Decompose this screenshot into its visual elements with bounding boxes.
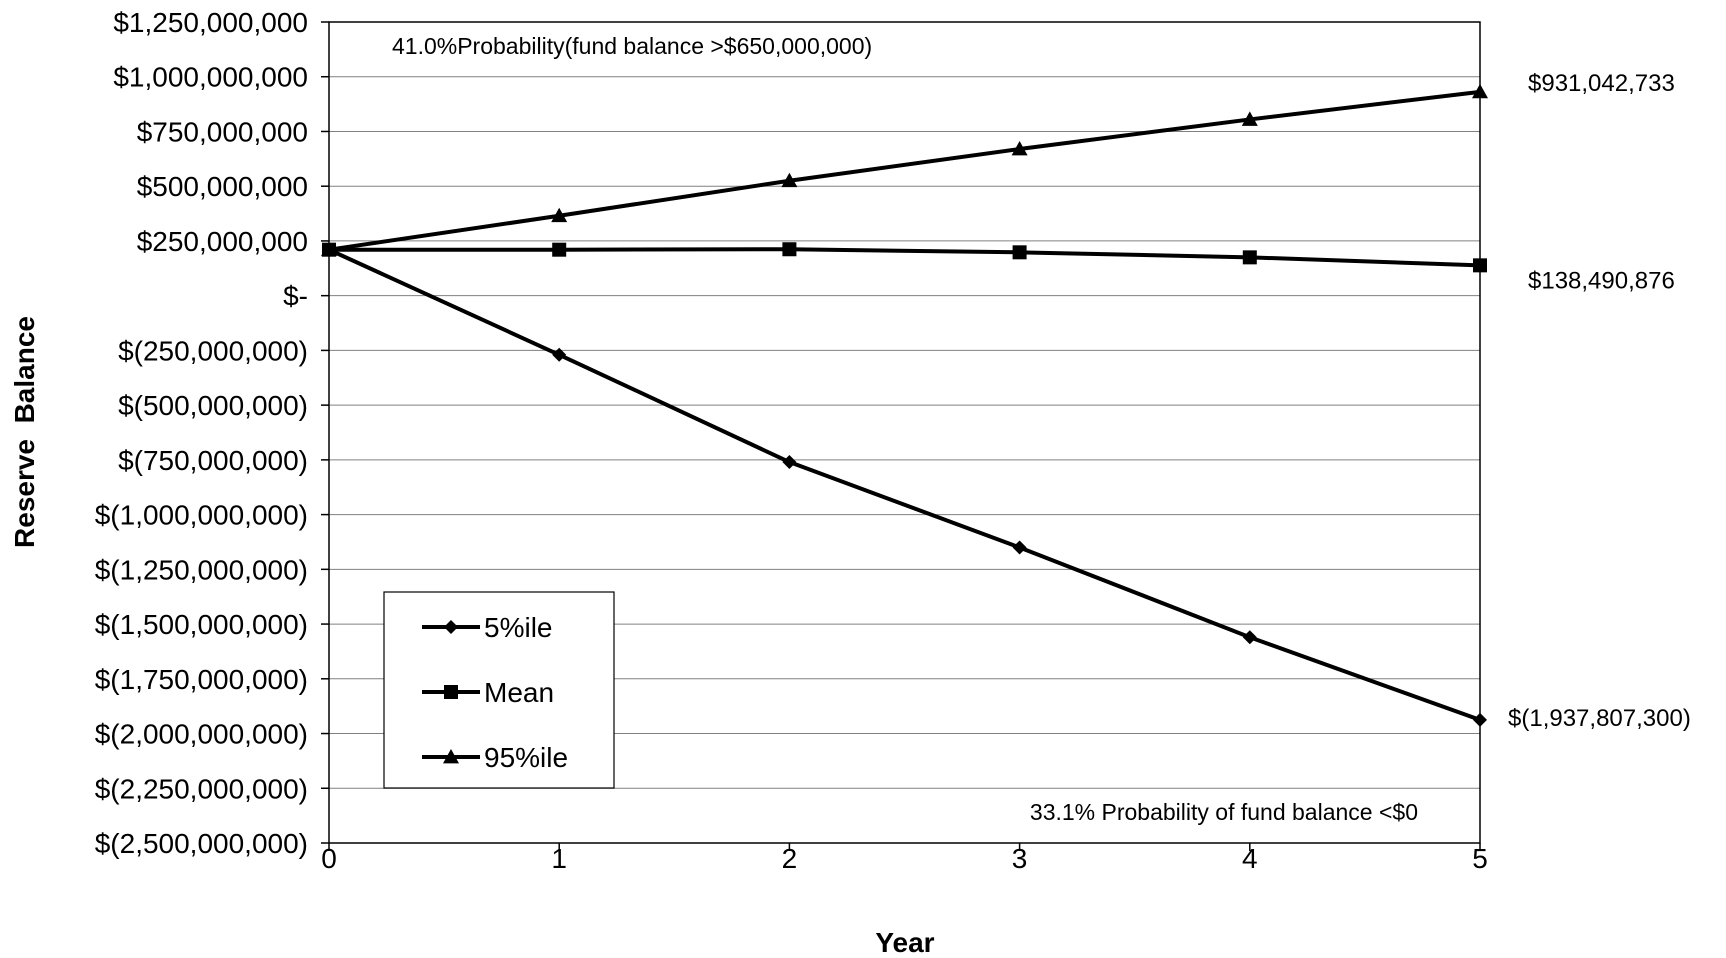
- legend-item-5-ile: 5%ile: [422, 612, 552, 643]
- series-lines: [321, 83, 1488, 727]
- data-point-95-ile: [1011, 140, 1028, 156]
- y-tick-label: $1,000,000,000: [113, 62, 308, 93]
- series-line-95-ile: [328, 89, 1481, 252]
- data-point-5-ile: [552, 347, 567, 362]
- series-end-labels: $(1,937,807,300) $138,490,876 $931,042,733: [1508, 70, 1691, 732]
- y-tick-label: $(500,000,000): [118, 390, 308, 421]
- y-axis-title: Reserve Balance: [9, 316, 40, 548]
- data-point-5-ile: [782, 455, 797, 470]
- data-point-mean: [1242, 250, 1257, 265]
- y-tick-label: $(2,000,000,000): [95, 719, 308, 750]
- series-mean: [322, 242, 1487, 273]
- y-tick-label: $(1,750,000,000): [95, 664, 308, 695]
- legend-marker-95-ile: [443, 749, 459, 764]
- data-point-95-ile: [321, 241, 337, 257]
- plot-area-frame: [328, 21, 1481, 844]
- y-axis-ticks: $1,250,000,000 $1,000,000,000 $750,000,000…: [95, 7, 329, 859]
- x-axis-ticks: 0 1 2 3 4 5: [321, 843, 1488, 874]
- annotation-bottom: 33.1% Probability of fund balance <$0: [1030, 799, 1418, 825]
- y-tick-label: $500,000,000: [137, 171, 308, 202]
- x-tick-label: 0: [321, 843, 337, 874]
- data-point-5-ile: [1012, 540, 1027, 555]
- x-tick-label: 3: [1012, 843, 1028, 874]
- y-tick-label: $-: [283, 281, 308, 312]
- legend-label: 5%ile: [484, 612, 552, 643]
- y-tick-label: $1,250,000,000: [113, 7, 308, 38]
- data-point-95-ile: [1241, 111, 1258, 126]
- y-tick-label: $(1,500,000,000): [95, 609, 308, 640]
- annotation-top: 41.0%Probability(fund balance >$650,000,…: [392, 33, 872, 59]
- data-point-95-ile: [551, 207, 568, 223]
- data-point-5-ile: [1473, 712, 1487, 727]
- y-tick-label: $(750,000,000): [118, 445, 308, 476]
- end-label-mean: $138,490,876: [1528, 267, 1675, 294]
- data-point-5-ile: [1242, 630, 1257, 645]
- series-line-5-ile: [328, 247, 1481, 722]
- data-point-mean: [552, 242, 567, 257]
- legend-items: 5%ile Mean 95%ile: [422, 612, 568, 773]
- legend-label: 95%ile: [484, 742, 568, 773]
- data-point-95-ile: [1472, 83, 1488, 99]
- end-label-95-ile: $931,042,733: [1528, 70, 1675, 97]
- x-tick-label: 5: [1472, 843, 1488, 874]
- legend-item-mean: Mean: [422, 677, 554, 708]
- data-point-95-ile: [781, 172, 798, 188]
- y-tick-label: $750,000,000: [137, 116, 308, 147]
- legend-label: Mean: [484, 677, 554, 708]
- legend-marker-5-ile: [444, 620, 458, 634]
- data-point-mean: [782, 242, 797, 257]
- series-95-ile: [321, 83, 1488, 257]
- x-tick-label: 1: [551, 843, 567, 874]
- x-tick-label: 2: [782, 843, 798, 874]
- y-tick-label: $(250,000,000): [118, 335, 308, 366]
- end-label-5-ile: $(1,937,807,300): [1508, 705, 1691, 732]
- data-point-mean: [1473, 258, 1487, 273]
- x-tick-label: 4: [1242, 843, 1258, 874]
- legend: 5%ile Mean 95%ile: [383, 591, 615, 789]
- series-line-mean: [329, 247, 1481, 268]
- legend-item-95-ile: 95%ile: [422, 742, 568, 773]
- y-tick-label: $(2,500,000,000): [95, 828, 308, 859]
- y-tick-label: $(2,250,000,000): [95, 773, 308, 804]
- legend-marker-mean: [444, 685, 458, 699]
- x-axis-title: Year: [875, 927, 934, 958]
- y-tick-label: $(1,250,000,000): [95, 554, 308, 585]
- data-point-mean: [1012, 245, 1027, 260]
- y-tick-label: $250,000,000: [137, 226, 308, 257]
- y-tick-label: $(1,000,000,000): [95, 500, 308, 531]
